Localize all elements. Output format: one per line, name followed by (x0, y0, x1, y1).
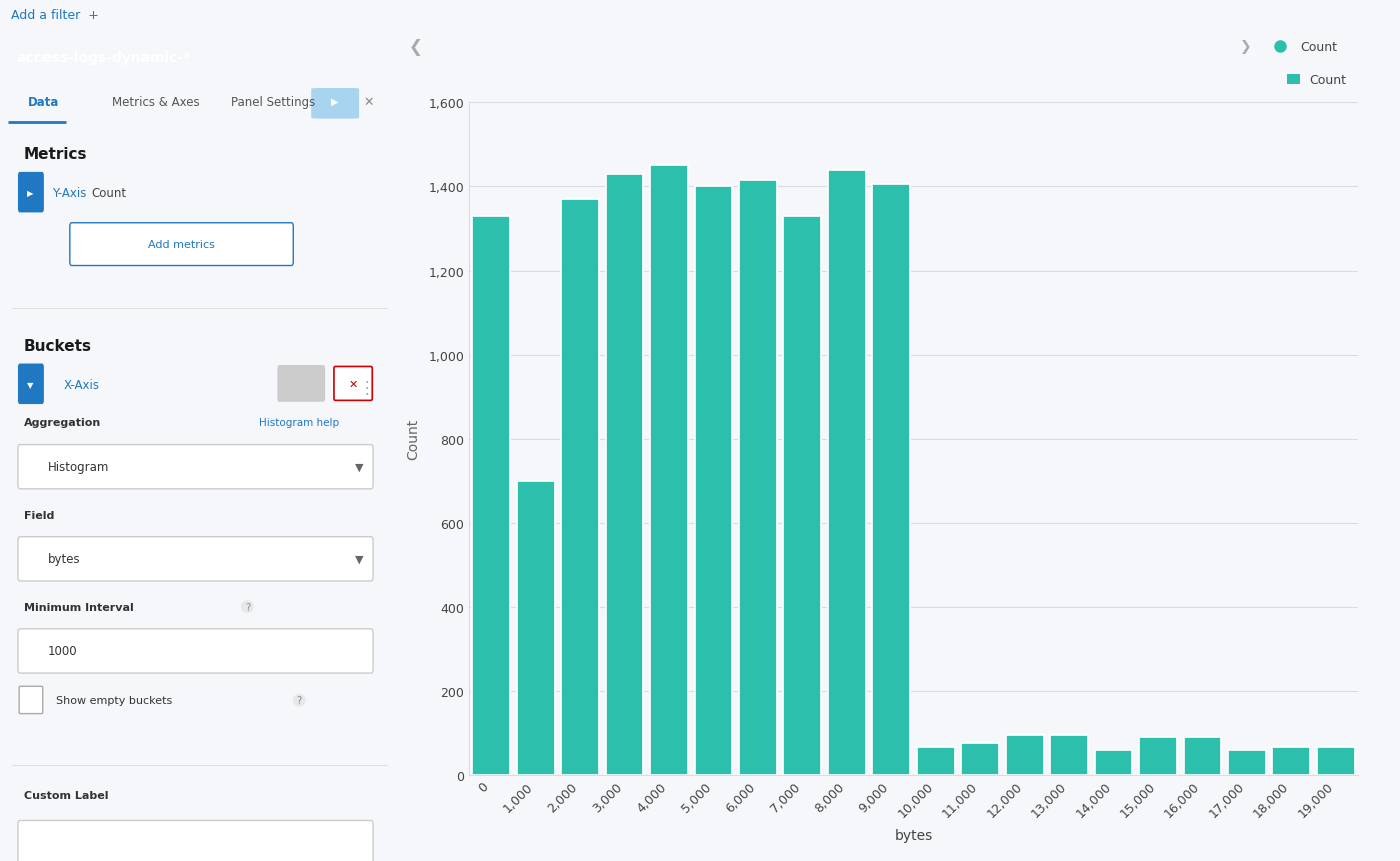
Text: Histogram help: Histogram help (259, 418, 339, 428)
Bar (1095, 750, 1133, 775)
FancyBboxPatch shape (70, 224, 293, 266)
Bar (694, 188, 732, 775)
Text: ▶: ▶ (332, 97, 339, 107)
Bar (650, 166, 687, 775)
Text: ⋮: ⋮ (358, 379, 375, 396)
FancyBboxPatch shape (18, 445, 372, 489)
Text: Buckets: Buckets (24, 338, 92, 353)
Text: Field: Field (24, 510, 55, 520)
FancyBboxPatch shape (18, 364, 43, 405)
FancyBboxPatch shape (20, 686, 42, 714)
Text: Metrics: Metrics (24, 147, 87, 162)
Bar (739, 181, 777, 775)
Bar (561, 200, 599, 775)
FancyBboxPatch shape (277, 366, 325, 402)
Text: Y-Axis: Y-Axis (52, 187, 87, 200)
Bar (917, 747, 955, 775)
Bar (1050, 735, 1088, 775)
Text: Panel Settings: Panel Settings (231, 96, 315, 108)
Text: ▼: ▼ (27, 381, 34, 389)
Legend: Count: Count (1282, 69, 1352, 92)
Text: Aggregation: Aggregation (24, 418, 101, 428)
Text: ?: ? (245, 602, 251, 612)
Bar (784, 217, 822, 775)
Text: Show empty buckets: Show empty buckets (56, 696, 172, 705)
Bar (472, 217, 510, 775)
Text: Minimum Interval: Minimum Interval (24, 602, 133, 612)
Y-axis label: Count: Count (406, 418, 420, 460)
Text: ▼: ▼ (354, 554, 364, 564)
Text: X-Axis: X-Axis (64, 378, 99, 391)
Text: Count: Count (92, 187, 127, 200)
Text: ▶: ▶ (27, 189, 34, 198)
Text: Custom Label: Custom Label (24, 790, 108, 800)
Text: ✕: ✕ (349, 380, 358, 390)
Text: Count: Count (1299, 40, 1337, 54)
Text: ▼: ▼ (354, 462, 364, 472)
Bar (962, 743, 1000, 775)
Bar (827, 170, 865, 775)
X-axis label: bytes: bytes (895, 828, 932, 842)
Text: Add metrics: Add metrics (148, 240, 216, 250)
Text: ❮: ❮ (409, 39, 423, 56)
Bar (606, 175, 644, 775)
Text: Histogram: Histogram (48, 461, 109, 474)
Text: ❯: ❯ (1240, 40, 1252, 54)
Text: 1000: 1000 (48, 645, 77, 658)
Text: ✕: ✕ (363, 96, 374, 108)
Text: Data: Data (28, 96, 59, 108)
FancyBboxPatch shape (311, 89, 358, 120)
FancyBboxPatch shape (18, 537, 372, 581)
Text: Add a filter  +: Add a filter + (11, 9, 99, 22)
Text: Metrics & Axes: Metrics & Axes (112, 96, 199, 108)
Text: bytes: bytes (48, 553, 81, 566)
Bar (872, 185, 910, 775)
FancyBboxPatch shape (18, 173, 43, 214)
Bar (1273, 747, 1310, 775)
FancyBboxPatch shape (335, 367, 372, 401)
Bar (1140, 737, 1177, 775)
Bar (1228, 750, 1266, 775)
FancyBboxPatch shape (18, 629, 372, 673)
Bar (1317, 747, 1355, 775)
Text: ?: ? (297, 696, 302, 705)
Bar (1183, 737, 1221, 775)
Bar (1005, 735, 1043, 775)
Text: access-logs-dynamic-*: access-logs-dynamic-* (15, 52, 190, 65)
FancyBboxPatch shape (18, 821, 372, 861)
Bar (517, 481, 554, 775)
